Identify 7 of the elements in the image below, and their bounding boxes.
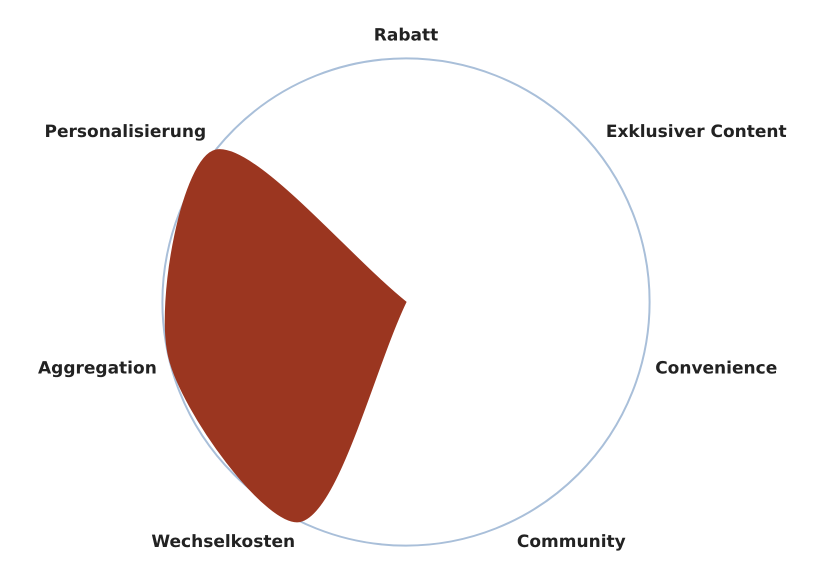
spoke-label: Rabatt [374, 26, 438, 46]
spoke-label: Community [516, 532, 626, 552]
spoke-label: Wechselkosten [151, 532, 296, 552]
spoke-label: Personalisierung [44, 122, 206, 142]
spoke-label: Exklusiver Content [606, 122, 787, 142]
spoke-label: Convenience [655, 358, 778, 378]
spoke-label: Aggregation [38, 358, 157, 378]
